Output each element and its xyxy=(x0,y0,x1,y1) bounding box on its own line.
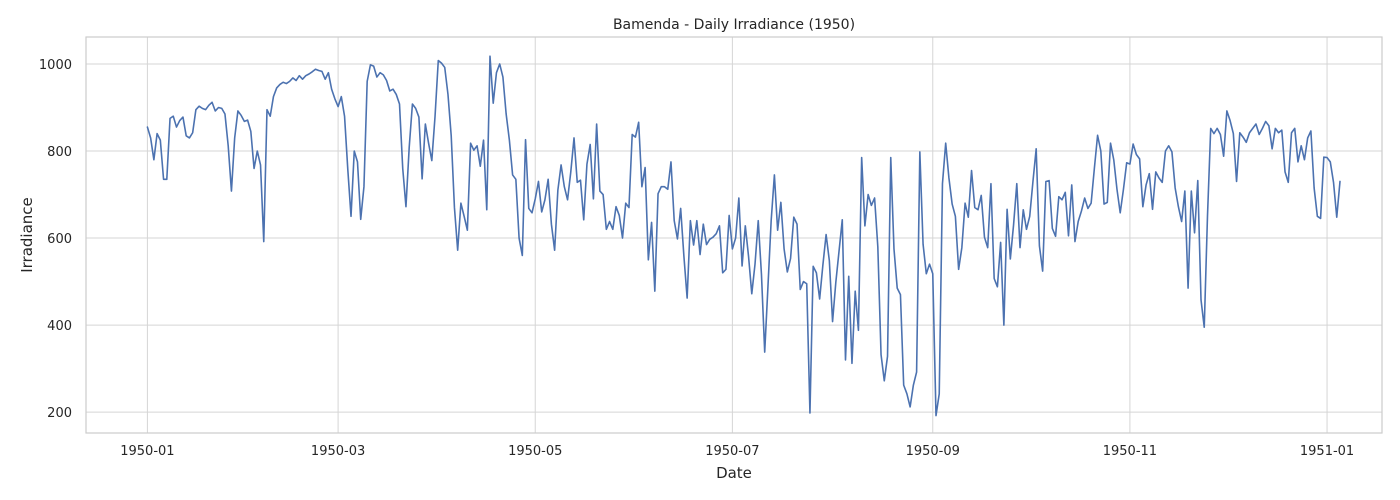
plot-area-border xyxy=(85,36,1383,434)
y-tick-label: 200 xyxy=(47,406,72,421)
x-tick-label: 1950-05 xyxy=(508,444,562,459)
x-tick-label: 1951-01 xyxy=(1300,444,1354,459)
x-tick-label: 1950-03 xyxy=(311,444,365,459)
irradiance-series-line xyxy=(146,55,1341,417)
x-tick-label: 1950-09 xyxy=(906,444,960,459)
y-axis-label: Irradiance xyxy=(18,197,36,273)
chart-title: Bamenda - Daily Irradiance (1950) xyxy=(613,17,855,33)
x-tick-label: 1950-07 xyxy=(705,444,759,459)
x-tick-label: 1950-11 xyxy=(1103,444,1157,459)
y-tick-label: 400 xyxy=(47,319,72,334)
ticks: 1950-01 1950-03 1950-05 1950-07 1950-09 1950-… xyxy=(39,58,1354,459)
y-tick-label: 800 xyxy=(47,145,72,160)
y-tick-label: 600 xyxy=(47,232,72,247)
x-tick-label: 1950-01 xyxy=(120,444,174,459)
grid xyxy=(86,37,1382,433)
y-tick-label: 1000 xyxy=(39,58,72,73)
x-axis-label: Date xyxy=(716,464,752,482)
series-group xyxy=(146,55,1341,417)
